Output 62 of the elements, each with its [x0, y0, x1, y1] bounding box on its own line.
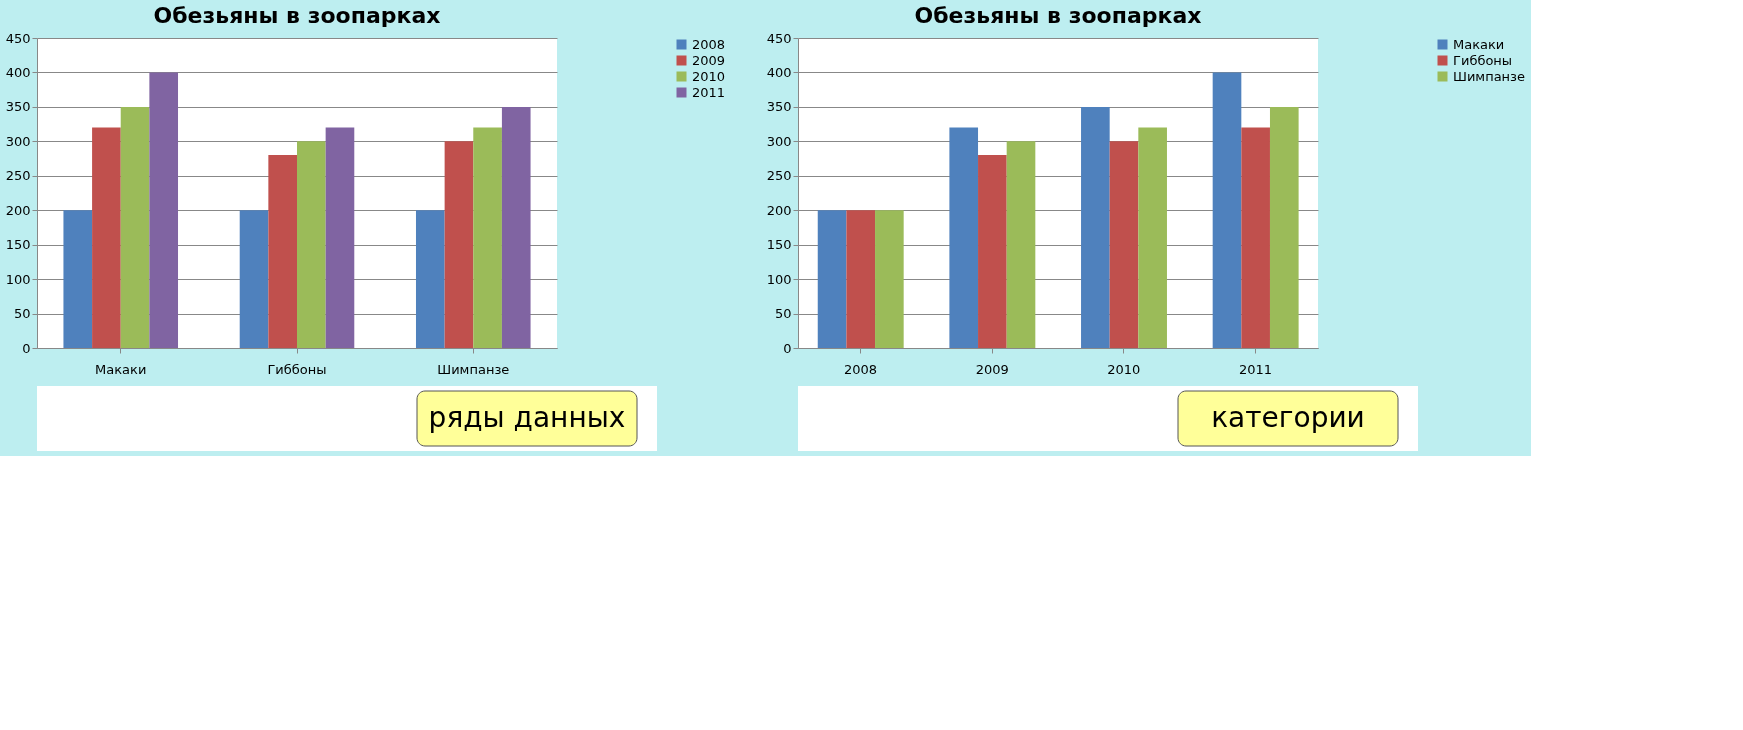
- bar: [875, 210, 904, 348]
- bar: [149, 72, 179, 348]
- bar: [1269, 106, 1299, 348]
- bar: [297, 141, 326, 348]
- x-tick-label: Гиббоны: [267, 361, 327, 377]
- bar: [1081, 106, 1110, 348]
- chart-title: Обезьяны в зоопарках: [153, 3, 441, 28]
- bar: [978, 155, 1007, 348]
- bar: [325, 127, 355, 348]
- y-tick-label: 400: [766, 64, 792, 80]
- bar: [444, 141, 474, 348]
- y-tick-label: 200: [5, 202, 31, 218]
- x-tick-label: Шимпанзе: [437, 361, 510, 377]
- x-tick-label: 2008: [843, 361, 878, 377]
- bar: [268, 155, 297, 348]
- y-tick-label: 0: [22, 340, 31, 356]
- legend-label: Гиббоны: [1453, 52, 1513, 68]
- y-tick-label: 250: [766, 168, 792, 184]
- y-tick-label: 100: [766, 271, 792, 287]
- bar: [1138, 127, 1167, 348]
- x-tick-label: 2011: [1238, 361, 1273, 377]
- legend-label: Макаки: [1453, 36, 1505, 52]
- y-tick-label: 300: [5, 133, 31, 149]
- y-tick-label: 0: [783, 340, 792, 356]
- x-tick-label: 2010: [1107, 361, 1141, 377]
- y-tick-label: 100: [5, 271, 31, 287]
- x-tick-label: Макаки: [95, 361, 147, 377]
- legend-label: Шимпанзе: [1453, 68, 1526, 84]
- x-tick-label: 2009: [975, 361, 1009, 377]
- y-tick-label: 400: [5, 64, 31, 80]
- bar: [1212, 72, 1242, 348]
- bar: [949, 127, 979, 348]
- y-tick-label: 200: [766, 202, 792, 218]
- y-tick-label: 50: [13, 306, 31, 322]
- y-tick-label: 150: [766, 237, 792, 253]
- bar: [239, 210, 269, 348]
- bar: [1109, 141, 1139, 348]
- legend-label: 2009: [692, 52, 726, 68]
- bar: [817, 210, 847, 348]
- legend-label: 2010: [692, 68, 726, 84]
- bar: [1006, 141, 1036, 348]
- y-tick-label: 450: [766, 30, 792, 46]
- y-tick-label: 350: [766, 99, 792, 115]
- chart-title: Обезьяны в зоопарках: [914, 3, 1202, 28]
- bar: [473, 127, 502, 348]
- bar: [501, 106, 531, 348]
- y-tick-label: 150: [5, 237, 31, 253]
- bar: [120, 106, 150, 348]
- text: ряды данных: [428, 401, 626, 434]
- y-tick-label: 250: [5, 168, 31, 184]
- bar: [92, 127, 121, 348]
- y-tick-label: 300: [766, 133, 792, 149]
- text: категории: [1211, 401, 1365, 434]
- bar: [846, 210, 876, 348]
- bar: [63, 210, 93, 348]
- legend-label: 2008: [692, 36, 726, 52]
- bar: [1241, 127, 1270, 348]
- bar: [415, 210, 445, 348]
- y-tick-label: 50: [774, 306, 792, 322]
- legend-label: 2011: [692, 84, 726, 100]
- y-tick-label: 450: [5, 30, 31, 46]
- y-tick-label: 350: [5, 99, 31, 115]
